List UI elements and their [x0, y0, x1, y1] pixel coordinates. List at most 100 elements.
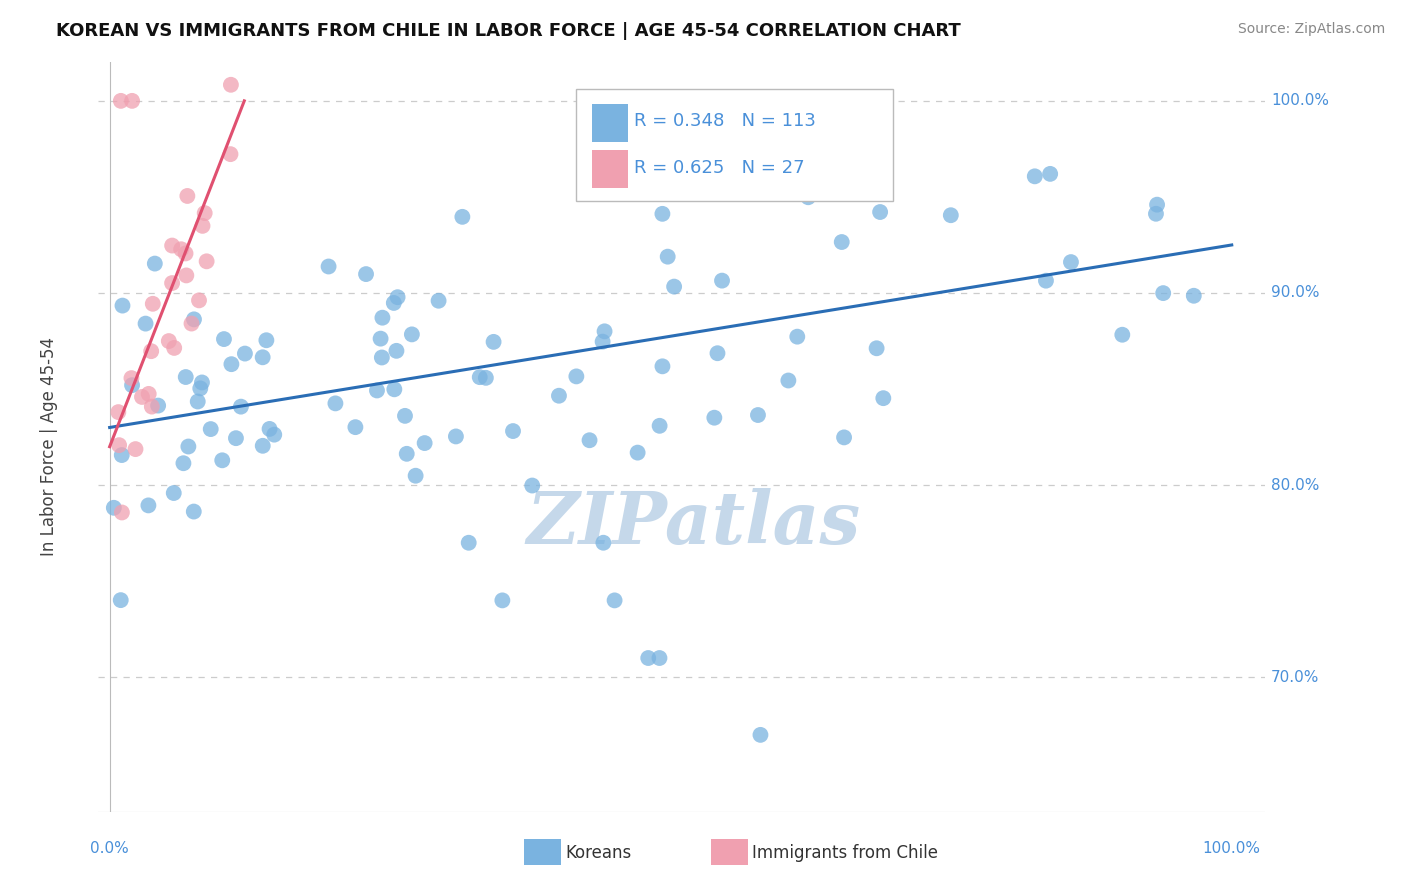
Point [1146, 197, 1168, 211]
Point [111, 448, 134, 462]
Point [187, 394, 209, 409]
Text: In Labor Force | Age 45-54: In Labor Force | Age 45-54 [41, 336, 58, 556]
Text: 100.0%: 100.0% [1202, 840, 1261, 855]
Point [142, 297, 165, 311]
Point [1035, 274, 1057, 288]
Point [188, 293, 211, 308]
Point [651, 207, 673, 221]
Point [724, 106, 747, 120]
Point [592, 334, 614, 349]
Point [263, 427, 285, 442]
Point [939, 208, 962, 222]
Point [1111, 327, 1133, 342]
Point [648, 418, 671, 433]
Point [344, 420, 367, 434]
Point [141, 344, 163, 359]
Point [366, 384, 388, 398]
Point [786, 329, 808, 343]
Text: 0.0%: 0.0% [90, 840, 129, 855]
Point [627, 445, 650, 459]
Point [832, 430, 855, 444]
Point [711, 274, 734, 288]
Point [482, 334, 505, 349]
Point [163, 341, 186, 355]
Point [1144, 207, 1167, 221]
Point [1060, 255, 1083, 269]
Point [174, 246, 197, 260]
Text: 90.0%: 90.0% [1271, 285, 1319, 301]
Point [831, 235, 853, 249]
Point [318, 260, 340, 274]
Point [451, 210, 474, 224]
Point [662, 279, 685, 293]
Point [603, 593, 626, 607]
Text: Source: ZipAtlas.com: Source: ZipAtlas.com [1237, 22, 1385, 37]
Point [219, 78, 242, 92]
Point [160, 238, 183, 252]
Point [170, 242, 193, 256]
Point [107, 405, 129, 419]
Point [138, 387, 160, 401]
Point [259, 422, 281, 436]
Point [221, 357, 243, 371]
Point [183, 312, 205, 326]
Point [797, 190, 820, 204]
Point [212, 332, 235, 346]
Point [195, 254, 218, 268]
Point [211, 453, 233, 467]
Point [110, 593, 132, 607]
Point [370, 332, 392, 346]
Text: R = 0.625   N = 27: R = 0.625 N = 27 [634, 159, 804, 177]
Text: ZIPatlas: ZIPatlas [526, 488, 860, 559]
Point [233, 346, 256, 360]
Point [382, 296, 405, 310]
Text: R = 0.348   N = 113: R = 0.348 N = 113 [634, 112, 815, 130]
Point [354, 267, 377, 281]
Point [121, 378, 143, 392]
Point [135, 317, 157, 331]
Point [121, 94, 143, 108]
Point [124, 442, 146, 456]
Point [252, 351, 274, 365]
Point [444, 429, 467, 443]
Point [405, 468, 427, 483]
Point [111, 299, 134, 313]
Point [637, 651, 659, 665]
Point [385, 343, 408, 358]
Point [138, 499, 160, 513]
Point [143, 257, 166, 271]
Point [387, 290, 409, 304]
Point [565, 369, 588, 384]
Point [254, 333, 277, 347]
Point [427, 293, 450, 308]
Point [180, 317, 202, 331]
Point [502, 424, 524, 438]
Point [1024, 169, 1046, 184]
Point [394, 409, 416, 423]
Point [413, 436, 436, 450]
Point [229, 400, 252, 414]
Point [103, 500, 125, 515]
Point [749, 728, 772, 742]
Point [191, 376, 214, 390]
Point [592, 535, 614, 549]
Point [157, 334, 180, 348]
Point [593, 324, 616, 338]
Text: 100.0%: 100.0% [1271, 94, 1329, 108]
Point [176, 189, 198, 203]
Point [120, 371, 142, 385]
Point [706, 346, 728, 360]
Point [1182, 289, 1205, 303]
Point [648, 651, 671, 665]
Point [188, 381, 211, 395]
Point [457, 535, 479, 549]
Point [108, 438, 131, 452]
Point [395, 447, 418, 461]
Point [1152, 286, 1174, 301]
Point [872, 391, 894, 405]
Point [111, 506, 134, 520]
Point [401, 327, 423, 342]
Point [371, 351, 394, 365]
Point [219, 147, 242, 161]
Point [141, 400, 163, 414]
